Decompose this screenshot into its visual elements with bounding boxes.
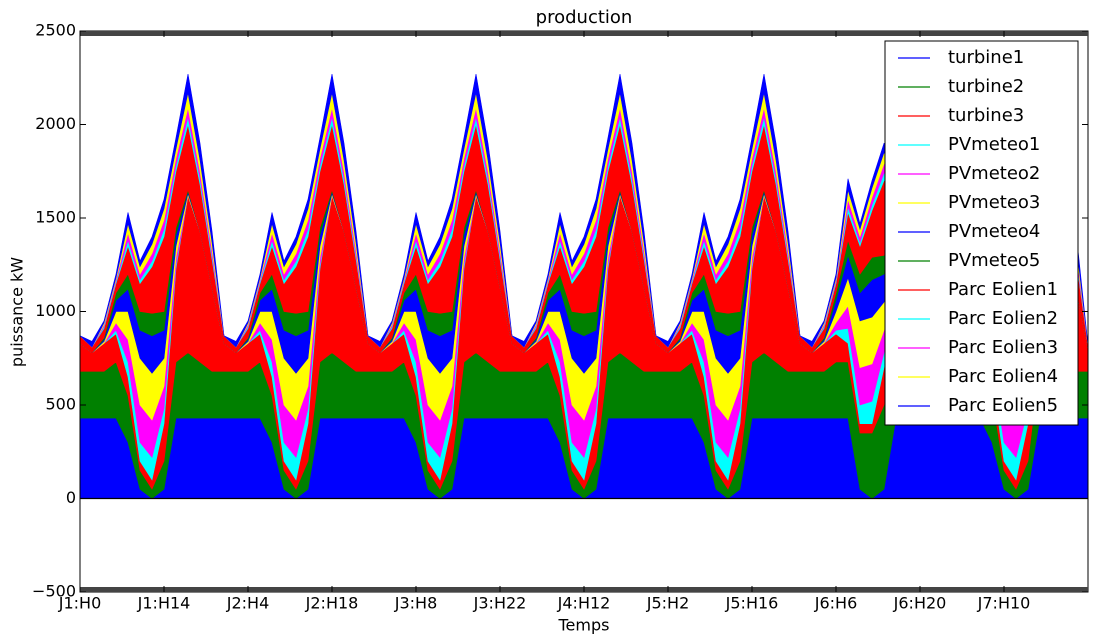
legend-label: Parc Eolien4 <box>948 366 1058 387</box>
legend-label: PVmeteo3 <box>948 192 1040 213</box>
legend-label: PVmeteo2 <box>948 163 1040 184</box>
legend-label: Parc Eolien1 <box>948 279 1058 300</box>
y-tick-label: 500 <box>45 395 76 414</box>
legend-box <box>884 40 1079 426</box>
x-tick-label: J3:H8 <box>394 594 438 613</box>
chart-title: production <box>536 7 633 28</box>
y-tick-label: 1000 <box>35 301 76 320</box>
x-tick-label: J6:H6 <box>814 594 858 613</box>
x-tick-label: J5:H2 <box>646 594 690 613</box>
legend-label: turbine3 <box>948 105 1024 126</box>
y-tick-label: 2500 <box>35 21 76 40</box>
x-tick-label: J5:H16 <box>725 594 779 613</box>
x-tick-label: J1:H14 <box>137 594 191 613</box>
x-tick-label: J7:H10 <box>977 594 1031 613</box>
x-tick-label: J3:H22 <box>473 594 527 613</box>
x-tick-label: J4:H12 <box>557 594 611 613</box>
x-tick-label: J1:H0 <box>58 594 102 613</box>
y-tick-label: 2000 <box>35 114 76 133</box>
x-tick-label: J2:H4 <box>226 594 270 613</box>
legend: turbine1 turbine2 turbine3 PVmeteo1 PVmeteo2… <box>884 40 1079 426</box>
x-tick-label: J2:H18 <box>305 594 359 613</box>
legend-label: PVmeteo4 <box>948 221 1040 242</box>
legend-label: turbine2 <box>948 76 1024 97</box>
legend-label: Parc Eolien2 <box>948 308 1058 329</box>
x-tick-label: J6:H20 <box>893 594 947 613</box>
legend-label: Parc Eolien3 <box>948 337 1058 358</box>
legend-label: turbine1 <box>948 47 1024 68</box>
legend-label: Parc Eolien5 <box>948 395 1058 416</box>
x-axis-label: Temps <box>558 616 610 635</box>
y-tick-label: −500 <box>32 582 76 601</box>
y-tick-label: 0 <box>66 488 76 507</box>
legend-label: PVmeteo1 <box>948 134 1040 155</box>
y-tick-label: 1500 <box>35 208 76 227</box>
legend-label: PVmeteo5 <box>948 250 1040 271</box>
y-axis-label: puissance kW <box>8 257 27 367</box>
